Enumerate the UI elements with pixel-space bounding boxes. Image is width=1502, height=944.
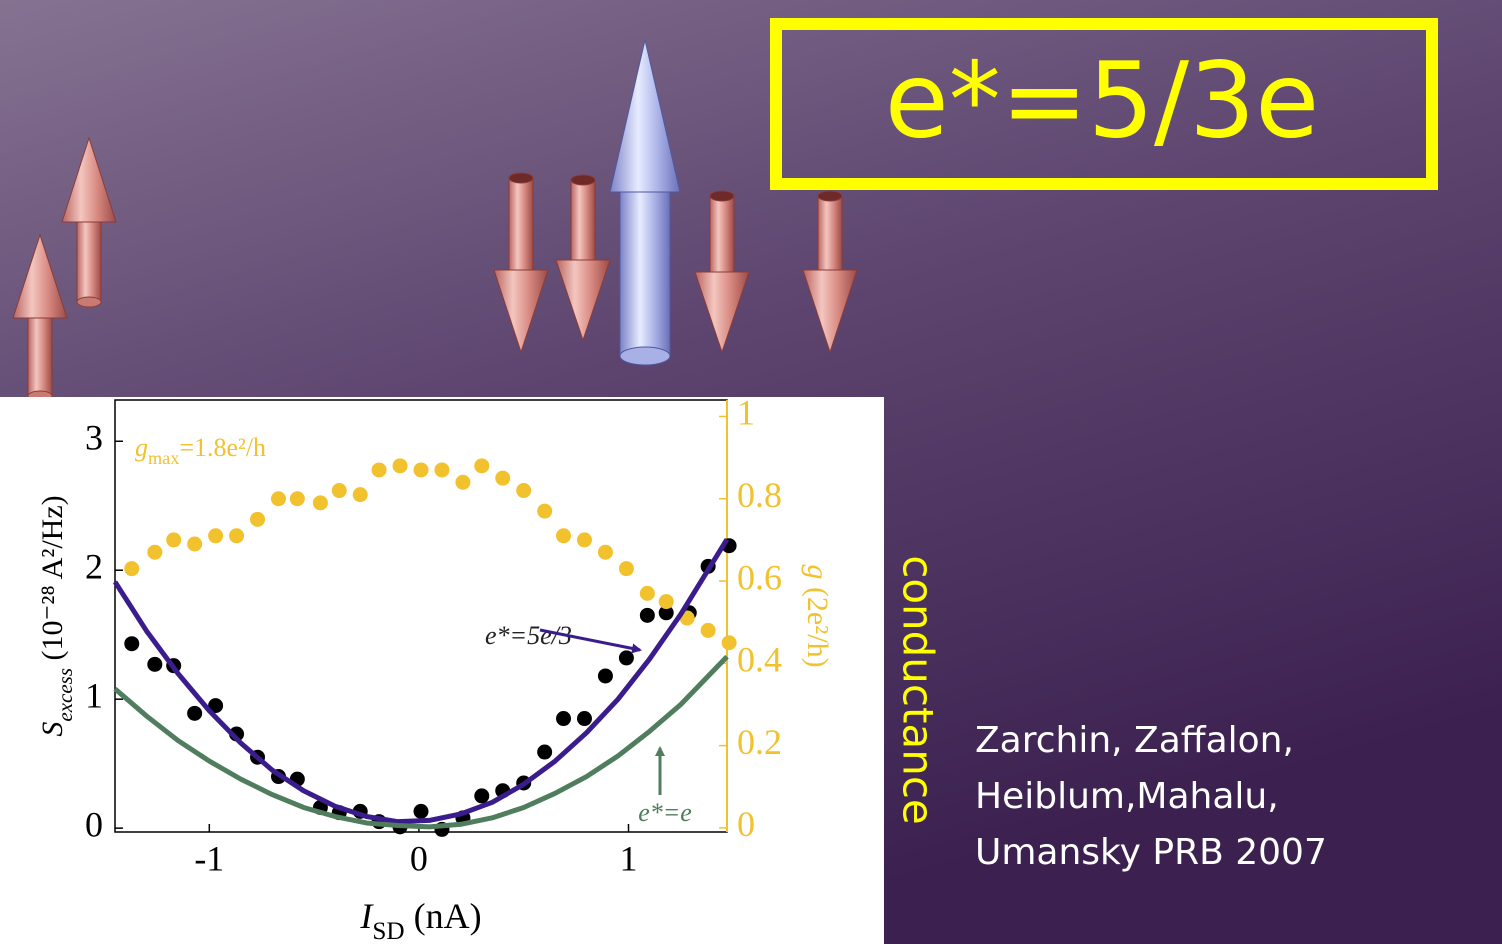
data-point xyxy=(474,458,489,473)
data-point xyxy=(414,462,429,477)
citation: Zarchin, Zaffalon, Heiblum,Mahalu, Umansky… xyxy=(975,720,1327,873)
data-point xyxy=(332,483,347,498)
data-point xyxy=(598,545,613,560)
data-point xyxy=(619,650,634,665)
y-tick-label: 3 xyxy=(85,418,103,458)
y2-axis-label-unit: (2e²/h) xyxy=(801,587,834,668)
curve-label: e*=5e/3 xyxy=(485,621,572,650)
curve-label: e*=e xyxy=(638,798,692,827)
data-point xyxy=(537,504,552,519)
data-point xyxy=(208,528,223,543)
data-point xyxy=(640,608,655,623)
y-tick-label: 0 xyxy=(85,804,103,844)
data-point xyxy=(187,537,202,552)
x-axis-label-subscript: SD xyxy=(372,918,404,944)
annotation-text: =1.8e²/h xyxy=(179,433,266,462)
x-axis-label-unit: (nA) xyxy=(414,896,482,936)
side-label: conductance xyxy=(894,555,943,825)
data-point xyxy=(229,528,244,543)
data-point xyxy=(537,745,552,760)
data-point xyxy=(124,636,139,651)
data-point xyxy=(313,495,328,510)
y-axis-label-symbol: S xyxy=(36,722,69,737)
citation-line: Zarchin, Zaffalon, xyxy=(975,720,1294,761)
data-point xyxy=(722,635,737,650)
data-point xyxy=(353,487,368,502)
data-point xyxy=(556,528,571,543)
data-point xyxy=(271,491,286,506)
data-point xyxy=(147,545,162,560)
y-axis-label-subscript: excess xyxy=(53,668,77,722)
citation-line: Heiblum,Mahalu, xyxy=(975,776,1279,817)
data-point xyxy=(474,788,489,803)
data-point xyxy=(250,512,265,527)
data-point xyxy=(372,462,387,477)
data-point xyxy=(577,711,592,726)
data-point xyxy=(640,586,655,601)
x-tick-label: 0 xyxy=(410,838,428,878)
y-axis-label-unit: (10⁻²⁸ A²/Hz) xyxy=(36,495,69,660)
y-tick-label: 1 xyxy=(85,675,103,715)
citation-line: Umansky PRB 2007 xyxy=(975,832,1327,873)
y2-tick-label: 0.8 xyxy=(737,475,782,515)
data-point xyxy=(619,561,634,576)
data-point xyxy=(495,471,510,486)
annotation-subscript: max xyxy=(148,448,179,468)
y2-tick-label: 0.2 xyxy=(737,722,782,762)
data-point xyxy=(166,532,181,547)
y2-tick-label: 1 xyxy=(737,393,755,433)
data-point xyxy=(414,804,429,819)
data-point xyxy=(187,706,202,721)
y2-tick-label: 0.6 xyxy=(737,557,782,597)
data-point xyxy=(516,483,531,498)
data-point xyxy=(290,491,305,506)
data-point xyxy=(701,623,716,638)
slide: e*=5/3e -101012300.20.40.60.81ISD(nA)Sex… xyxy=(0,0,1502,944)
headline: e*=5/3e xyxy=(885,39,1319,161)
data-point xyxy=(556,711,571,726)
data-point xyxy=(659,594,674,609)
y2-axis-label-symbol: g xyxy=(801,564,834,579)
data-point xyxy=(393,458,408,473)
y-tick-label: 2 xyxy=(85,546,103,586)
data-point xyxy=(124,561,139,576)
data-point xyxy=(147,657,162,672)
y2-tick-label: 0.4 xyxy=(737,640,782,680)
x-tick-label: -1 xyxy=(194,838,224,878)
x-tick-label: 1 xyxy=(619,838,637,878)
data-point xyxy=(577,532,592,547)
data-point xyxy=(455,475,470,490)
annotation-symbol: g xyxy=(135,433,148,462)
y2-tick-label: 0 xyxy=(737,804,755,844)
page: e*=5/3e -101012300.20.40.60.81ISD(nA)Sex… xyxy=(0,0,1502,944)
data-point xyxy=(434,462,449,477)
data-point xyxy=(598,668,613,683)
